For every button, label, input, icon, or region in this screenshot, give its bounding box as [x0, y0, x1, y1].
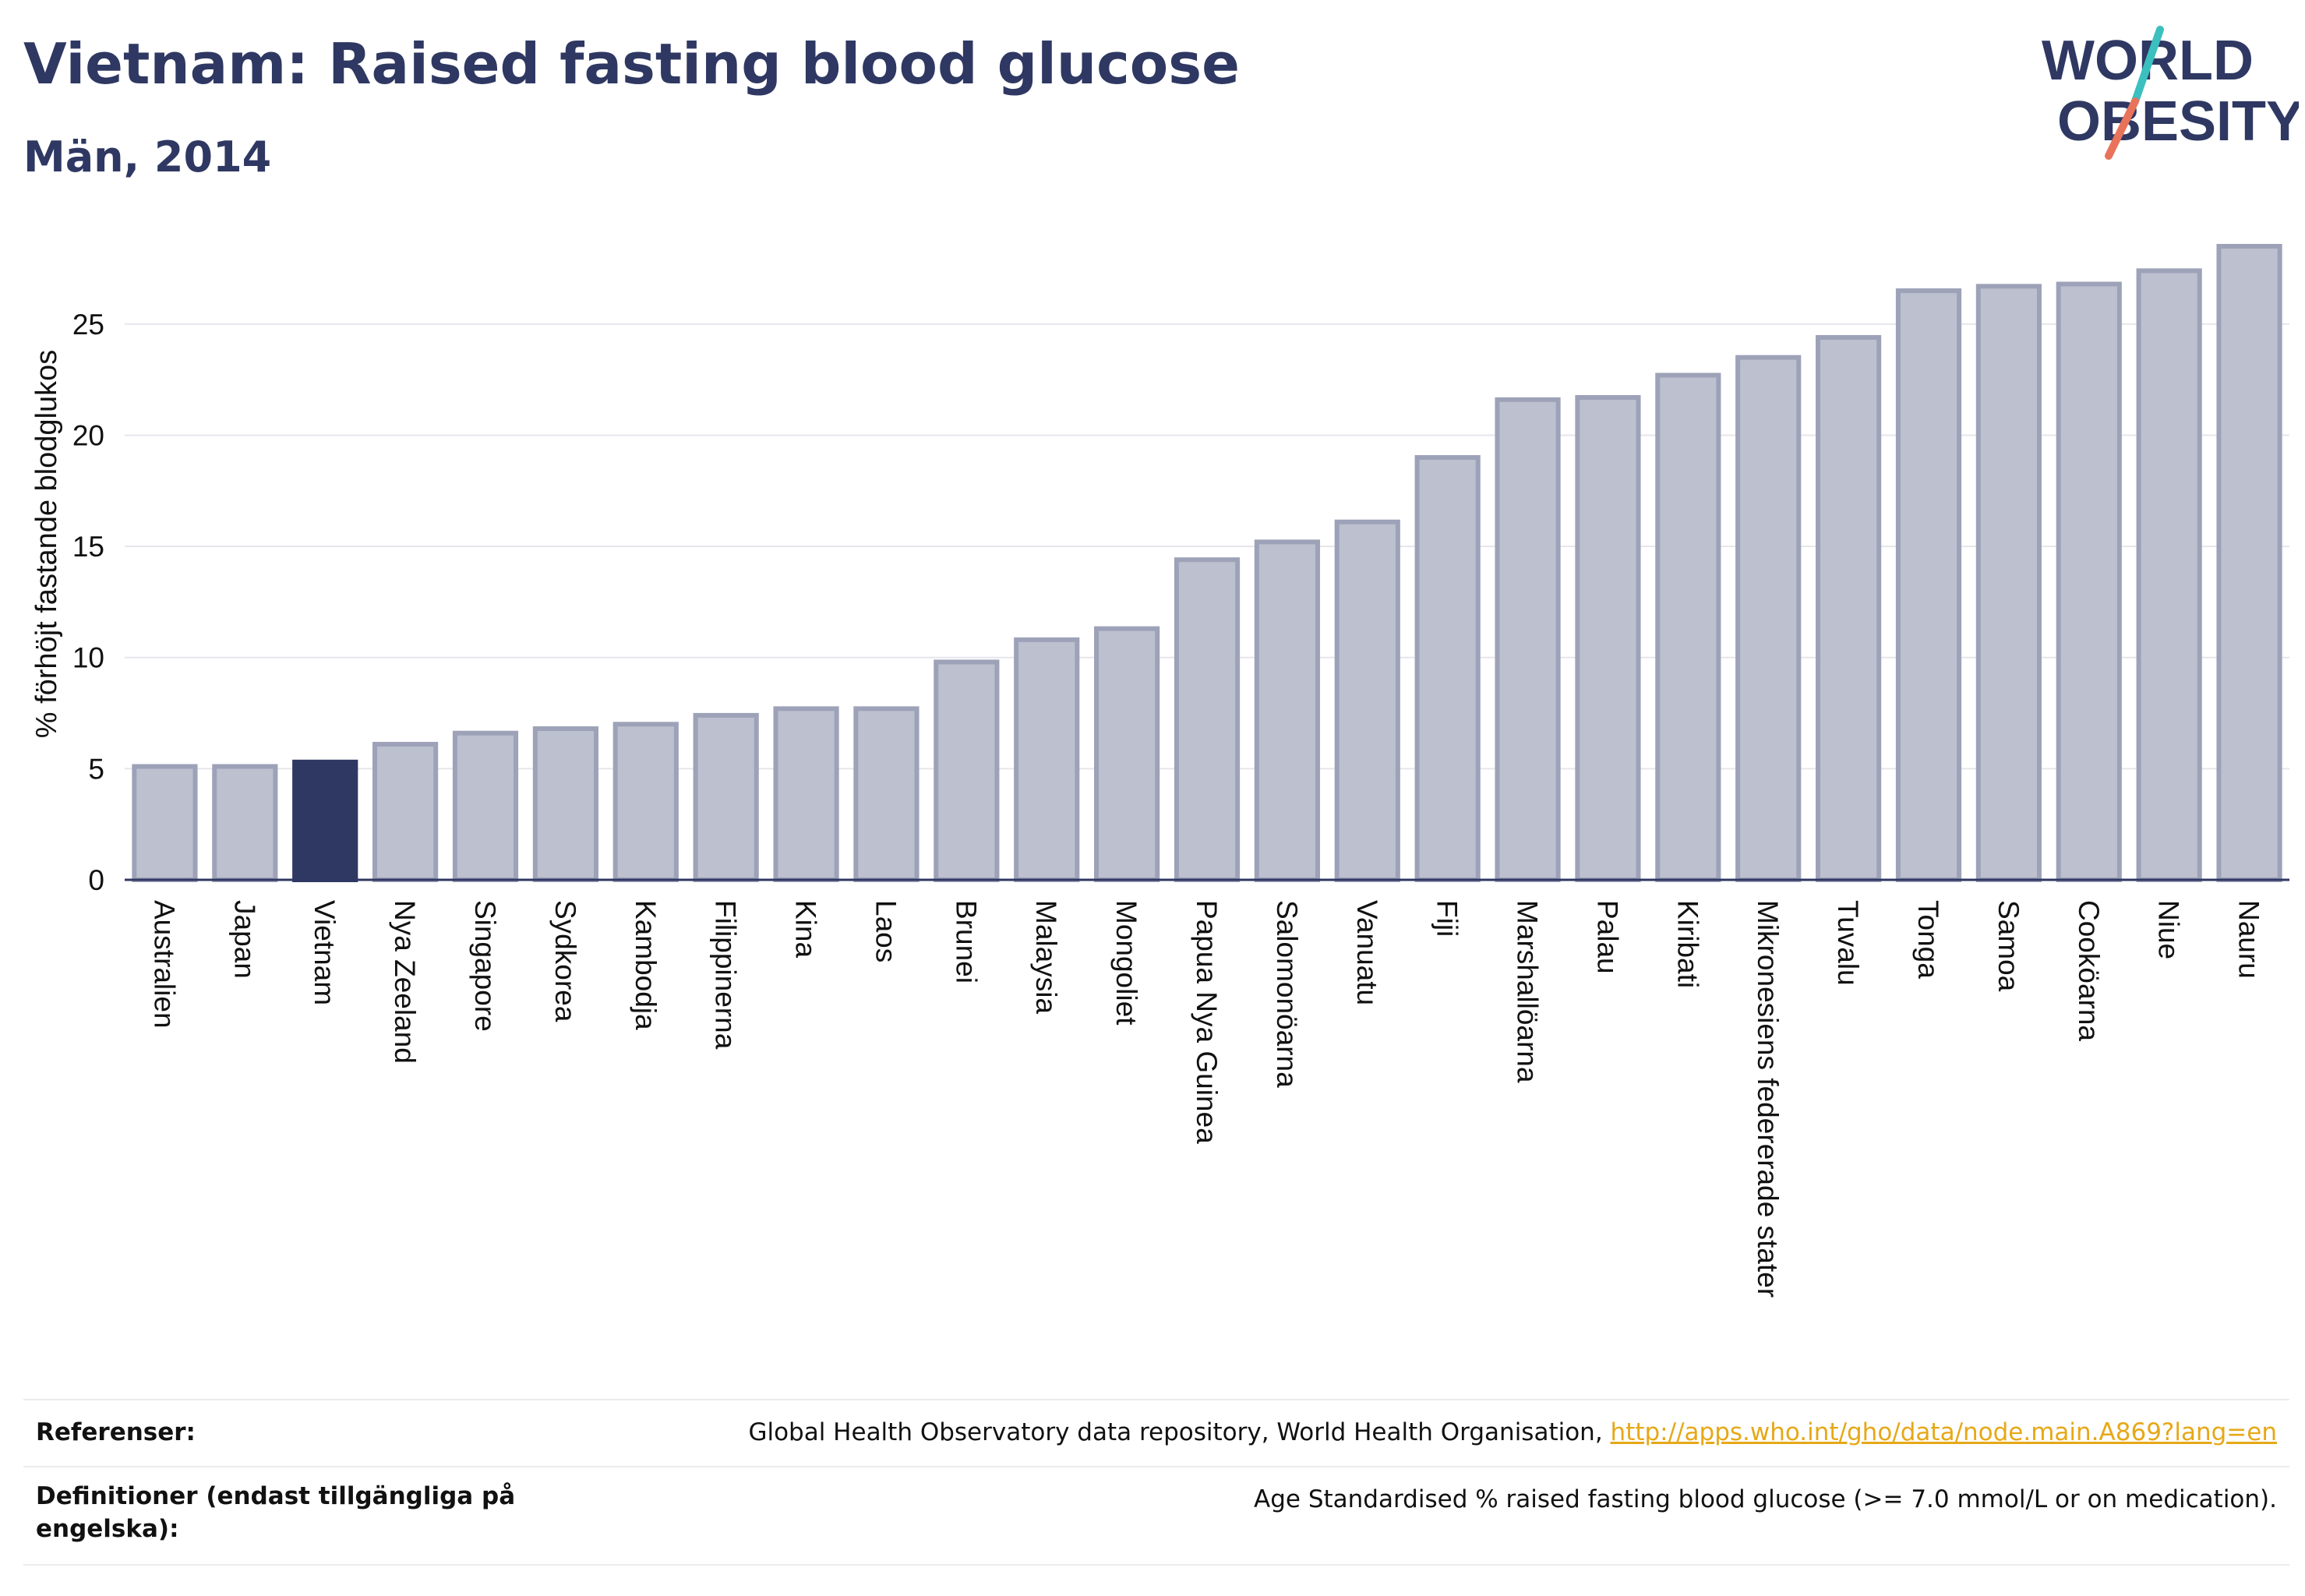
x-tick-label: Australien — [148, 900, 180, 1029]
bar-samoa[interactable] — [1975, 284, 2042, 883]
bar-nya-zeeland[interactable] — [372, 741, 439, 883]
world-obesity-logo: WORLD OBESITY — [2042, 26, 2299, 160]
bar-tuvalu[interactable] — [1816, 334, 1882, 882]
bar-mongoliet[interactable] — [1094, 626, 1160, 883]
x-tick-label: Samoa — [1993, 900, 2024, 992]
bar-mikronesiens-federerade-stater[interactable] — [1735, 355, 1802, 882]
x-tick-label: Malaysia — [1030, 900, 1062, 1014]
bar-chart: 0 5 10 15 20 25 Australien Japan Vietnam Nya Zeel… — [30, 244, 2289, 1298]
bar-vanuatu[interactable] — [1334, 519, 1400, 882]
footer-table: Referenser: Global Health Observatory da… — [23, 1399, 2289, 1566]
y-axis-label: % förhöjt fastande blodglukos — [30, 350, 63, 739]
x-tick-label: Singapore — [469, 900, 501, 1032]
bar-filippinerna[interactable] — [693, 712, 759, 883]
x-tick-label: Palau — [1591, 900, 1623, 974]
y-tick-label: 5 — [88, 753, 104, 785]
definitions-row: Definitioner (endast tillgängliga på eng… — [23, 1466, 2289, 1566]
x-tick-label: Tuvalu — [1832, 900, 1864, 986]
bar-niue[interactable] — [2136, 268, 2202, 882]
x-tick-label: Mikronesiens federerade stater — [1752, 900, 1784, 1298]
x-tick-label: Tonga — [1912, 900, 1944, 979]
x-tick-label: Kambodja — [630, 900, 662, 1030]
x-tick-label: Kiribati — [1671, 900, 1703, 988]
x-tick-label: Filippinerna — [710, 900, 742, 1050]
bar-papua-nya-guinea[interactable] — [1174, 557, 1241, 883]
references-text: Global Health Observatory data repositor… — [748, 1418, 1611, 1446]
x-tick-label: Sydkorea — [549, 900, 581, 1022]
bar-malaysia[interactable] — [1014, 637, 1080, 882]
references-link[interactable]: http://apps.who.int/gho/data/node.main.A… — [1610, 1418, 2277, 1446]
axes: 0 5 10 15 20 25 Australien Japan Vietnam Nya Zeel… — [72, 309, 2289, 1298]
references-value: Global Health Observatory data repositor… — [748, 1416, 2277, 1449]
x-tick-label: Papua Nya Guinea — [1191, 900, 1223, 1144]
references-label: Referenser: — [36, 1418, 196, 1446]
x-tick-label: Mongoliet — [1110, 900, 1142, 1026]
y-tick-label: 15 — [72, 531, 104, 563]
bar-brunei[interactable] — [934, 659, 1000, 882]
x-tick-label: Nauru — [2233, 900, 2265, 979]
bar-salomonöarna[interactable] — [1254, 539, 1320, 883]
y-tick-label: 25 — [72, 309, 104, 341]
x-tick-label: Fiji — [1431, 900, 1463, 937]
x-tick-label: Vanuatu — [1351, 900, 1383, 1005]
x-tick-label: Nya Zeeland — [389, 900, 421, 1064]
x-tick-label: Salomonöarna — [1271, 900, 1303, 1088]
bar-tonga[interactable] — [1895, 288, 1962, 883]
bar-laos[interactable] — [853, 706, 920, 882]
y-tick-label: 20 — [72, 419, 104, 451]
x-tick-label: Japan — [228, 900, 260, 979]
bar-kina[interactable] — [773, 706, 839, 882]
chart-title: Vietnam: Raised fasting blood glucose — [23, 31, 1240, 97]
bar-cooköarna[interactable] — [2056, 281, 2122, 882]
bar-sydkorea[interactable] — [532, 726, 598, 882]
logo-slash-top — [2131, 26, 2164, 105]
bar-fiji[interactable] — [1414, 455, 1481, 882]
chart-subtitle: Män, 2014 — [23, 132, 272, 182]
x-tick-label: Brunei — [950, 900, 982, 983]
y-tick-label: 10 — [72, 642, 104, 674]
bar-palau[interactable] — [1575, 394, 1641, 882]
bar-kiribati[interactable] — [1655, 373, 1721, 882]
x-tick-label: Kina — [790, 900, 822, 958]
x-tick-label: Vietnam — [309, 900, 341, 1005]
logo-text-obesity: OBESITY — [2057, 90, 2299, 153]
bar-vietnam[interactable] — [292, 759, 358, 883]
definitions-label: Definitioner (endast tillgängliga på eng… — [36, 1482, 516, 1543]
x-tick-label: Marshallöarna — [1512, 900, 1544, 1083]
x-tick-label: Cooköarna — [2073, 900, 2105, 1041]
x-tick-label: Niue — [2153, 900, 2185, 959]
bar-singapore[interactable] — [452, 730, 519, 882]
bars — [132, 244, 2282, 883]
bar-kambodja[interactable] — [612, 722, 679, 882]
bar-nauru[interactable] — [2216, 244, 2282, 882]
y-tick-label: 0 — [88, 864, 104, 896]
bar-marshallöarna[interactable] — [1495, 397, 1561, 882]
bar-japan[interactable] — [212, 764, 278, 883]
logo-slash-bottom — [2105, 97, 2139, 160]
references-row: Referenser: Global Health Observatory da… — [23, 1399, 2289, 1466]
x-tick-label: Laos — [870, 900, 902, 962]
definitions-value: Age Standardised % raised fasting blood … — [1254, 1485, 2277, 1513]
bar-australien[interactable] — [132, 764, 198, 883]
